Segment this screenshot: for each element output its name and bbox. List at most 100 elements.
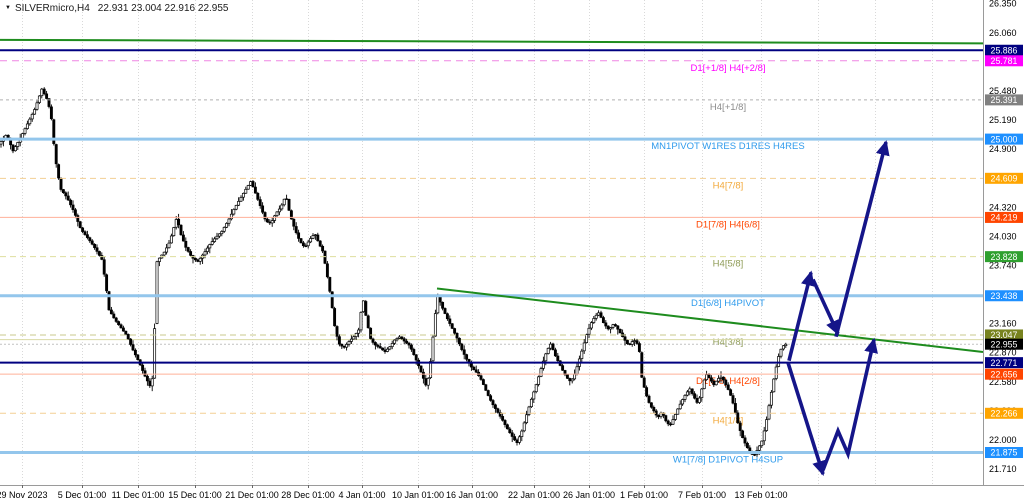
candle-body <box>282 198 286 206</box>
candle-body <box>767 405 771 420</box>
candle-body <box>493 404 497 409</box>
candle-body <box>330 291 334 309</box>
price-level-badge-text: 22.656 <box>991 369 1018 379</box>
price-level-badge-text: 24.219 <box>991 213 1018 223</box>
candle-body <box>304 245 308 247</box>
candle-body <box>244 188 248 194</box>
candle-body <box>217 233 221 237</box>
candle-body <box>397 336 401 339</box>
price-level-badge <box>985 329 1023 341</box>
candle-body <box>95 247 99 252</box>
candle-body <box>241 192 245 198</box>
candle-body <box>333 308 337 327</box>
arrow-down-to-trendline[interactable] <box>811 278 840 336</box>
price-level-badge <box>985 290 1023 302</box>
candle-body <box>69 199 73 206</box>
candle-body <box>474 369 478 373</box>
arrow-up-small[interactable] <box>787 270 815 362</box>
candle-body <box>239 197 243 202</box>
candle-body <box>196 259 200 262</box>
symbol-dropdown-icon[interactable]: ▼ <box>5 5 11 11</box>
candle-body <box>549 343 553 349</box>
candle-body <box>457 337 461 345</box>
price-level-badge <box>985 407 1023 419</box>
candle-body <box>517 436 521 443</box>
candle-body <box>561 365 565 371</box>
candle-body <box>599 312 603 318</box>
candle-body <box>342 345 346 348</box>
candle-body <box>21 133 25 139</box>
price-level-badge-text: 21.875 <box>991 448 1018 458</box>
candle-body <box>249 181 253 186</box>
candle-body <box>613 324 617 327</box>
time-axis-label: 29 Nov 2023 <box>0 490 48 500</box>
candle-body <box>503 420 507 425</box>
candle-body <box>443 308 447 314</box>
price-tick-label: 22.580 <box>989 377 1017 387</box>
candle-body <box>85 234 89 238</box>
candle-body <box>246 185 250 190</box>
candle-body <box>66 195 70 201</box>
candle-body <box>666 420 670 425</box>
candle-body <box>738 422 742 431</box>
candle-body <box>777 356 781 367</box>
candle-body <box>429 361 433 378</box>
candle-body <box>731 395 735 404</box>
price-level-badge-text: 22.771 <box>991 358 1018 368</box>
candle-body <box>419 365 423 373</box>
candle-body <box>81 227 85 232</box>
arrow-up-to-pivot[interactable] <box>834 140 890 338</box>
candle-body <box>594 314 598 319</box>
price-tick-label: 24.900 <box>989 144 1017 154</box>
candle-body <box>709 377 713 382</box>
arrow-down-deep[interactable] <box>786 362 826 477</box>
candle-body <box>395 338 399 341</box>
candle-body <box>49 106 53 120</box>
candle-body <box>184 240 188 248</box>
candle-body <box>148 380 152 387</box>
candle-body <box>453 328 457 334</box>
candle-body <box>311 235 315 239</box>
time-axis-label: 4 Jan 01:00 <box>338 490 385 500</box>
candle-body <box>102 259 106 275</box>
trendline-descending[interactable] <box>436 287 984 354</box>
candle-body <box>657 414 661 418</box>
candle-body <box>637 343 641 352</box>
candle-body <box>261 205 265 213</box>
price-level-badge <box>985 172 1023 184</box>
candle-body <box>71 204 75 210</box>
candle-body <box>743 437 747 444</box>
candle-body <box>0 141 3 145</box>
candle-body <box>781 345 785 350</box>
candle-body <box>97 251 101 256</box>
candle-body <box>42 88 46 95</box>
candle-body <box>25 123 29 129</box>
candle-body <box>402 338 406 342</box>
candle-body <box>551 343 555 350</box>
candle-body <box>357 329 361 334</box>
arrow-w-recovery[interactable] <box>821 337 878 471</box>
candle-body <box>501 416 505 421</box>
candle-body <box>685 391 689 396</box>
candle-body <box>683 394 687 400</box>
candle-body <box>537 376 541 385</box>
price-level-badge <box>985 368 1023 380</box>
candle-body <box>388 346 392 350</box>
candle-body <box>378 346 382 349</box>
time-axis-label: 13 Feb 01:00 <box>734 490 787 500</box>
candle-body <box>364 301 368 316</box>
candle-body <box>16 142 20 147</box>
candle-body <box>90 240 94 245</box>
trendline-upper[interactable] <box>0 38 984 45</box>
price-level-badge-text: 25.391 <box>991 95 1018 105</box>
candle-body <box>318 240 322 247</box>
candle-body <box>616 325 620 330</box>
candle-body <box>481 379 485 385</box>
level-label: MN1PIVOT W1RES D1RES H4RES <box>651 141 804 152</box>
candle-body <box>35 102 39 110</box>
candle-body <box>328 277 332 292</box>
candle-body <box>385 348 389 352</box>
candle-body <box>515 439 519 443</box>
candle-body <box>426 377 430 386</box>
